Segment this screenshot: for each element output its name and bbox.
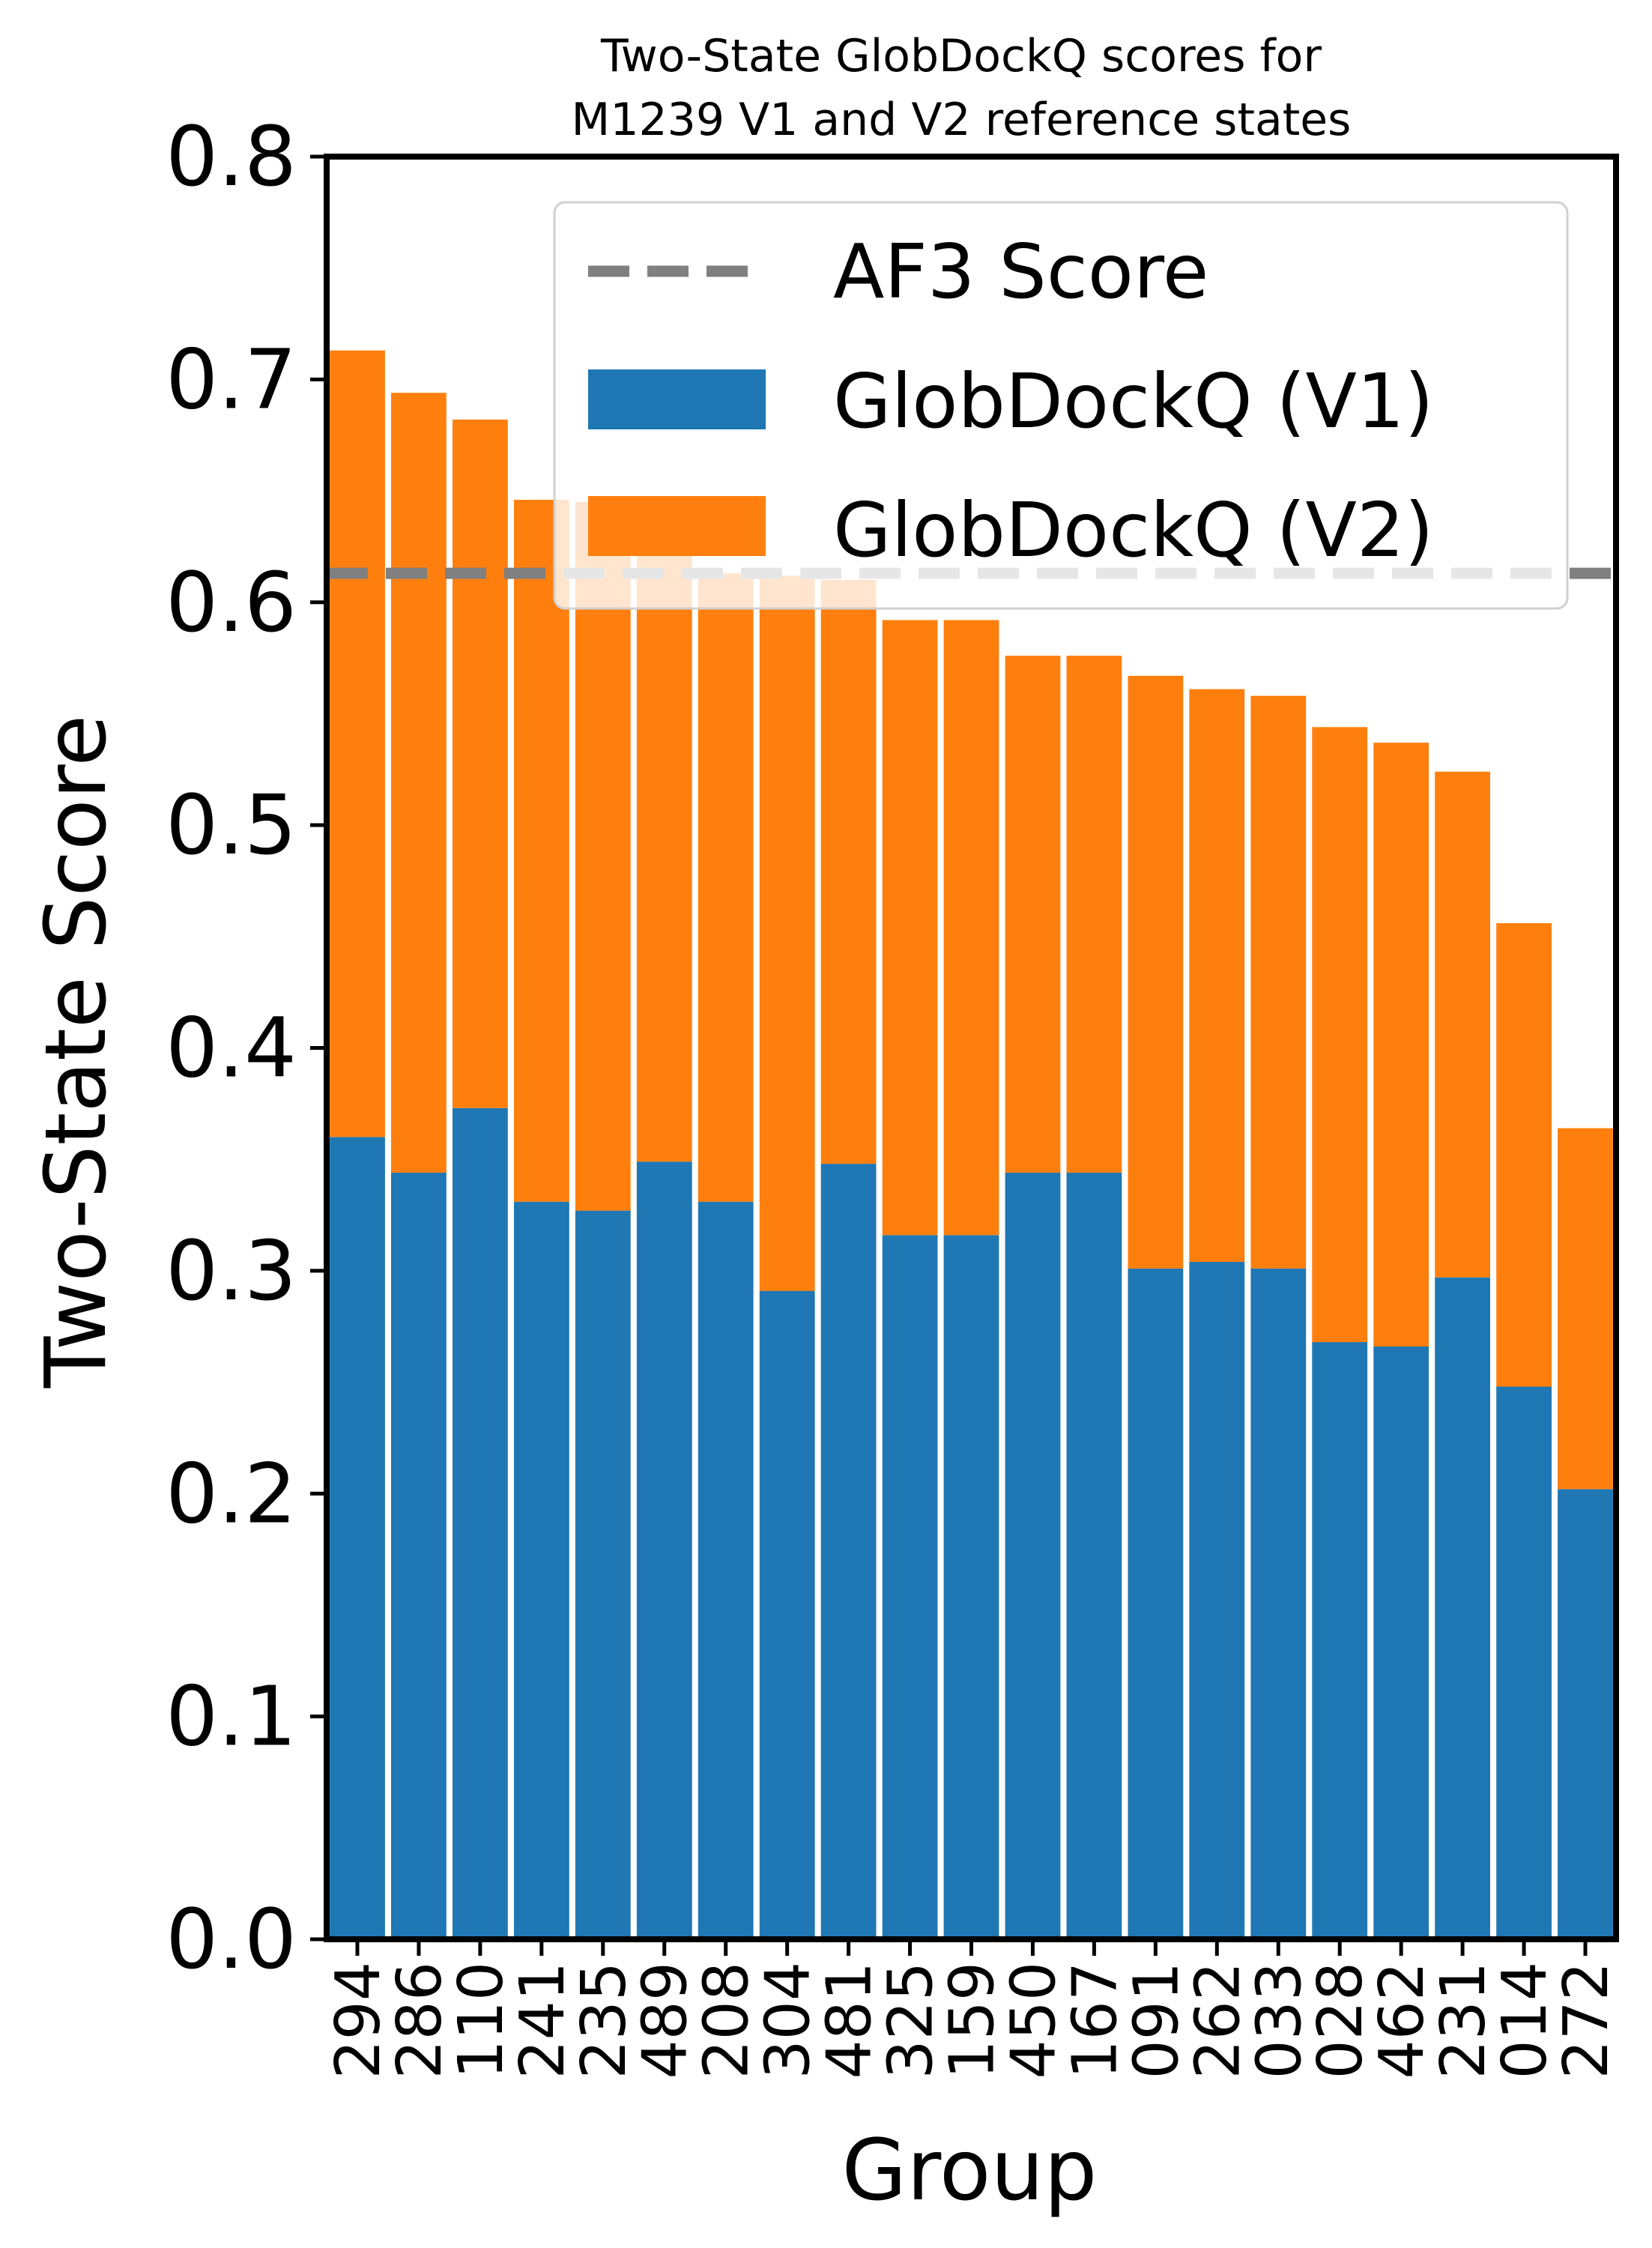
- bar-v1-167: [1066, 1173, 1122, 1939]
- bar-v2-091: [1128, 675, 1184, 1269]
- x-tick-label: 286: [384, 1962, 456, 2079]
- x-tick-label: 235: [569, 1962, 640, 2079]
- bar-v1-304: [759, 1290, 815, 1939]
- bar-v1-231: [1435, 1277, 1490, 1939]
- bar-v2-450: [1005, 656, 1061, 1173]
- legend-v1-label: GlobDockQ (V1): [833, 357, 1434, 445]
- bar-v2-235: [575, 501, 631, 1211]
- legend-box: [553, 201, 1569, 610]
- bar-v2-304: [759, 575, 815, 1291]
- bar-v2-167: [1066, 656, 1122, 1173]
- bar-v1-272: [1558, 1489, 1613, 1939]
- x-tick-label: 262: [1182, 1962, 1253, 2079]
- bar-v1-208: [698, 1201, 754, 1939]
- bar-v2-110: [453, 419, 508, 1108]
- bar-v2-231: [1435, 771, 1490, 1278]
- bar-v1-028: [1312, 1342, 1368, 1939]
- x-tick-label: 462: [1367, 1962, 1438, 2079]
- bar-v1-159: [943, 1235, 999, 1939]
- x-tick-label: 489: [630, 1962, 701, 2079]
- bar-v2-262: [1189, 689, 1245, 1262]
- bar-v2-489: [636, 555, 692, 1162]
- bar-v1-294: [330, 1137, 385, 1939]
- x-tick-label: 272: [1551, 1962, 1622, 2079]
- y-tick-label: 0.8: [166, 109, 297, 205]
- chart-title-line-2: M1239 V1 and V2 reference states: [572, 94, 1352, 146]
- bar-v2-241: [514, 500, 569, 1202]
- y-tick-label: 0.3: [166, 1223, 297, 1319]
- legend-v2-label: GlobDockQ (V2): [833, 486, 1434, 574]
- bar-v2-481: [820, 580, 877, 1164]
- bar-v2-014: [1496, 923, 1552, 1387]
- legend-v1-swatch: [588, 369, 766, 429]
- x-tick-label: 450: [999, 1962, 1070, 2079]
- chart-title: Two-State GlobDockQ scores for M1239 V1 …: [572, 30, 1352, 146]
- bar-v1-286: [391, 1173, 447, 1939]
- bar-v1-033: [1250, 1268, 1307, 1939]
- bar-v2-159: [943, 620, 999, 1236]
- bar-v2-272: [1558, 1128, 1613, 1490]
- bar-v2-286: [391, 393, 447, 1173]
- bar-v1-091: [1128, 1268, 1184, 1939]
- x-tick-label: 033: [1244, 1962, 1315, 2079]
- bar-v2-028: [1312, 727, 1368, 1343]
- bar-v1-489: [636, 1161, 692, 1939]
- bar-v1-014: [1496, 1386, 1552, 1939]
- x-tick-label: 014: [1489, 1962, 1561, 2079]
- bar-v1-110: [453, 1108, 508, 1939]
- x-tick-label: 028: [1305, 1962, 1376, 2079]
- bars: [330, 350, 1613, 1939]
- legend-af3-label: AF3 Score: [833, 228, 1208, 315]
- x-tick-label: 304: [753, 1962, 824, 2079]
- y-tick-label: 0.1: [166, 1669, 297, 1765]
- y-axis: 0.0 0.1 0.2 0.3 0.4 0.5 0.6 0.7 0.8: [166, 109, 327, 1987]
- y-tick-label: 0.6: [166, 555, 297, 650]
- bar-v1-450: [1005, 1173, 1061, 1939]
- legend: AF3 Score GlobDockQ (V1) GlobDockQ (V2): [553, 201, 1569, 610]
- x-tick-label: 325: [876, 1962, 947, 2079]
- y-axis-label: Two-State Score: [28, 715, 125, 1389]
- bar-v2-325: [882, 620, 938, 1236]
- bar-v2-208: [698, 573, 754, 1202]
- x-tick-label: 231: [1428, 1962, 1499, 2079]
- y-tick-label: 0.7: [166, 331, 297, 427]
- x-axis: 2942861102412354892083044813251594501670…: [323, 1939, 1622, 2079]
- y-tick-label: 0.2: [166, 1445, 297, 1541]
- y-tick-label: 0.5: [166, 777, 297, 873]
- y-tick-label: 0.0: [166, 1891, 297, 1987]
- x-tick-label: 167: [1059, 1962, 1131, 2079]
- y-tick-label: 0.4: [166, 1000, 297, 1096]
- bar-v1-325: [882, 1235, 938, 1939]
- x-tick-label: 110: [446, 1962, 517, 2079]
- bar-v2-033: [1250, 695, 1307, 1269]
- bar-v1-262: [1189, 1262, 1245, 1939]
- bar-v1-462: [1373, 1347, 1429, 1939]
- bar-v2-462: [1373, 743, 1429, 1347]
- x-tick-label: 241: [507, 1962, 578, 2079]
- bar-v1-241: [514, 1201, 569, 1939]
- bar-v1-481: [820, 1164, 877, 1939]
- x-tick-label: 159: [937, 1962, 1008, 2079]
- x-tick-label: 091: [1121, 1962, 1192, 2079]
- x-tick-label: 208: [692, 1962, 763, 2079]
- x-axis-label: Group: [842, 2122, 1098, 2220]
- legend-v2-swatch: [588, 496, 766, 556]
- x-tick-label: 481: [814, 1962, 886, 2079]
- bar-v1-235: [575, 1210, 631, 1939]
- bar-v2-294: [330, 350, 385, 1137]
- chart-title-line-1: Two-State GlobDockQ scores for: [600, 30, 1322, 82]
- x-tick-label: 294: [323, 1962, 394, 2079]
